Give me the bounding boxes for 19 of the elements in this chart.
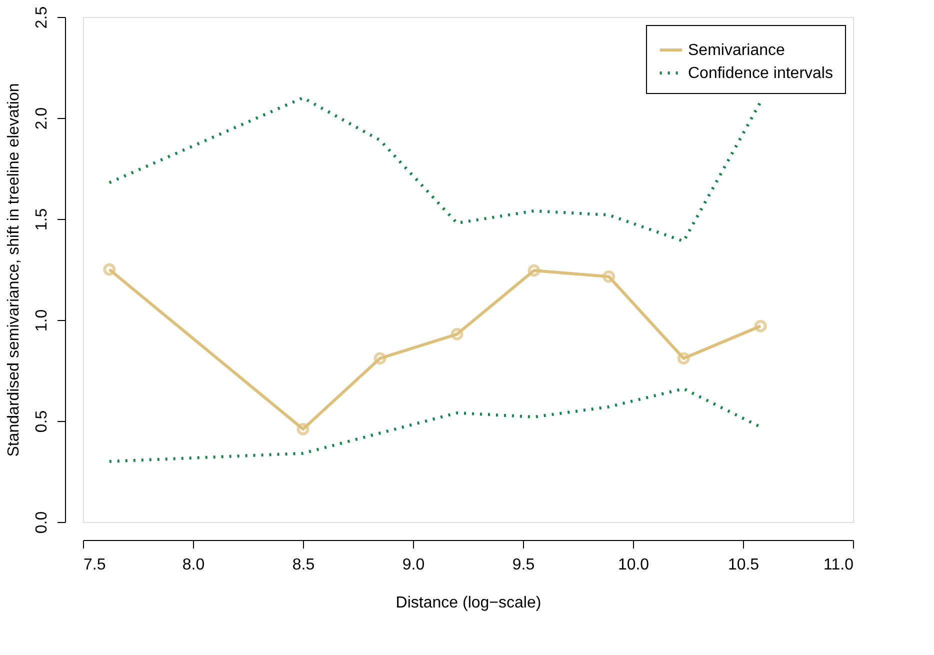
x-tick-label: 10.0 (618, 556, 650, 574)
x-tick-label: 8.0 (182, 556, 205, 574)
x-tick-label: 7.5 (84, 556, 106, 574)
x-axis-title: Distance (log−scale) (396, 594, 542, 612)
x-tick-label: 11.0 (824, 556, 854, 574)
x-tick-label: 8.5 (292, 556, 315, 574)
x-tick-label: 9.0 (402, 556, 425, 574)
legend-label: Semivariance (688, 42, 786, 59)
x-tick-label: 10.5 (728, 556, 760, 574)
y-tick-label: 0.0 (34, 511, 50, 534)
x-tick-label: 9.5 (512, 556, 535, 574)
y-tick-label: 2.0 (34, 107, 50, 130)
legend-label: Confidence intervals (688, 65, 833, 82)
y-tick-label: 0.5 (34, 410, 50, 433)
y-axis-title: Standardised semivariance, shift in treeline elevation (6, 83, 22, 457)
y-tick-label: 2.5 (34, 6, 50, 29)
y-tick-label: 1.5 (34, 208, 50, 231)
y-tick-label: 1.0 (34, 309, 50, 332)
line-series (108, 96, 762, 243)
